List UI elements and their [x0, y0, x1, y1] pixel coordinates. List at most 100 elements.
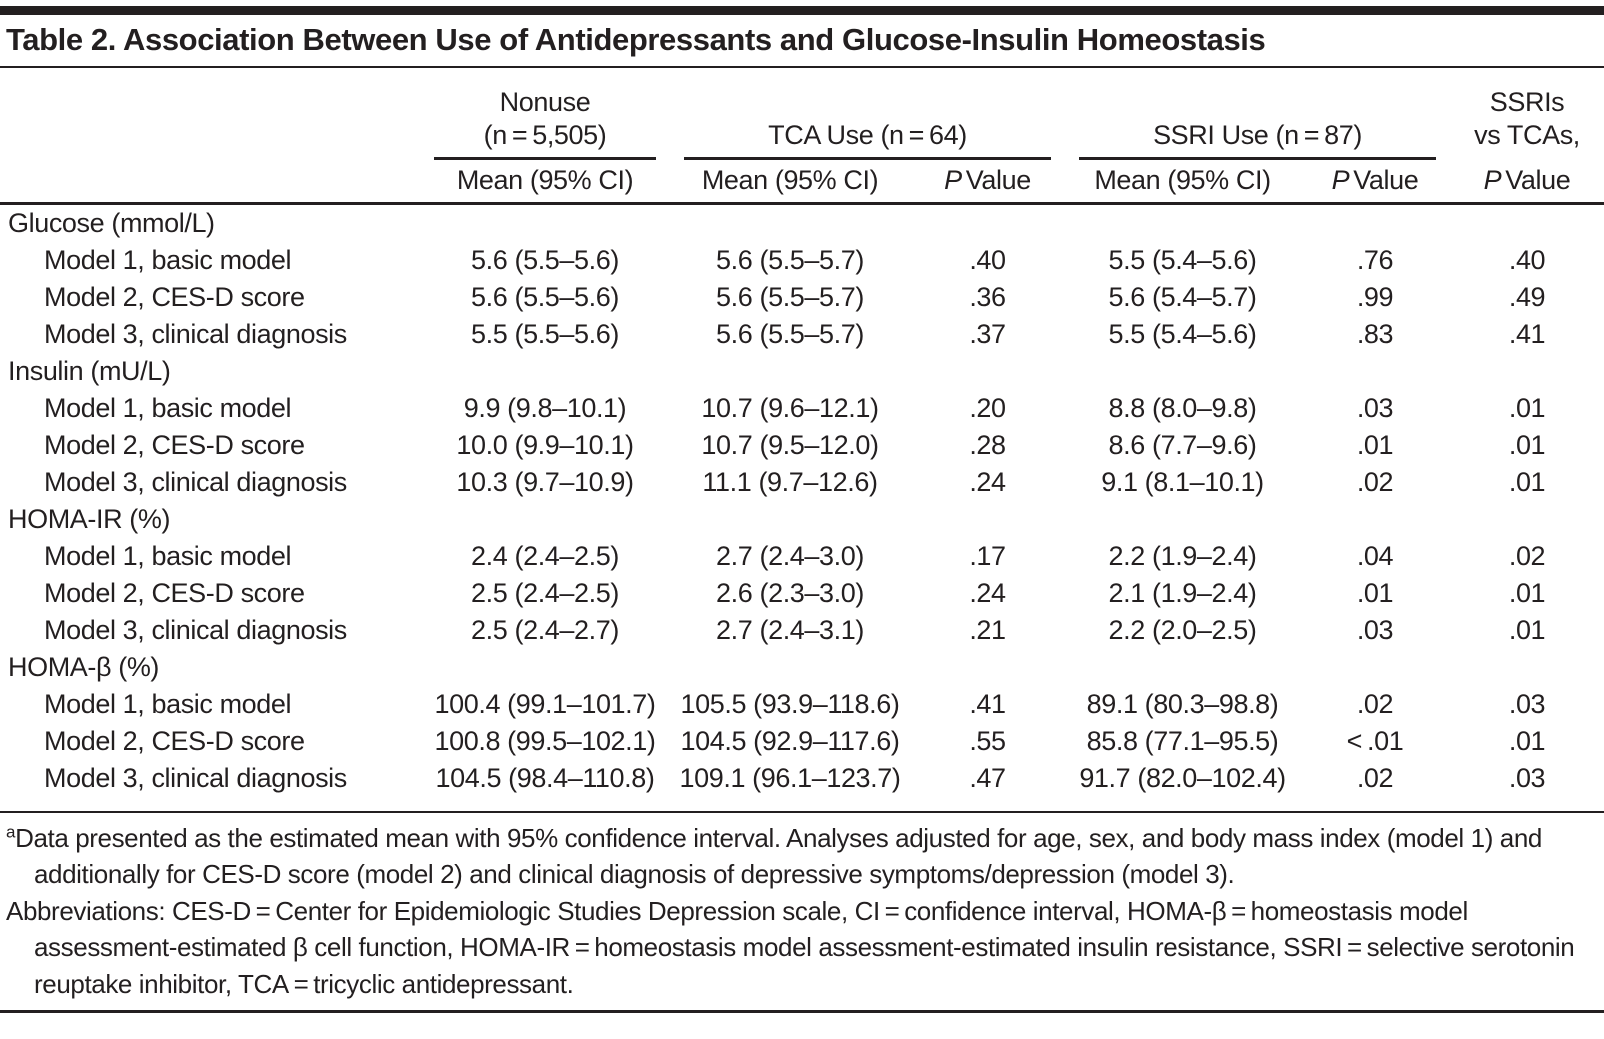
footnote-data-note: aData presented as the estimated mean wi…	[6, 820, 1596, 893]
nonuse-mean-cell: 2.5 (2.4–2.7)	[471, 614, 619, 645]
p-italic: P	[1331, 165, 1350, 196]
section-row: Insulin (mU/L)	[0, 353, 1604, 390]
tca-p-cell: .47	[910, 759, 1065, 813]
tca-mean-cell: 11.1 (9.7–12.6)	[702, 466, 878, 497]
nonuse-mean-cell: 5.5 (5.5–5.6)	[471, 318, 619, 349]
value-word: Value	[965, 165, 1031, 196]
ssri-p-cell: .76	[1356, 244, 1394, 275]
group-header-row: Nonuse (n = 5,505) TCA Use (n = 64) SSRI…	[0, 68, 1604, 160]
ssri-mean-cell: 8.6 (7.7–9.6)	[1108, 429, 1257, 460]
tca-p-cell: .20	[969, 392, 1006, 423]
tca-p-cell: .41	[969, 688, 1006, 719]
ssri-vs-tca-p-cell: .01	[1508, 466, 1546, 497]
ssri-p-cell: .03	[1356, 614, 1394, 645]
section-label: Insulin (mU/L)	[8, 355, 171, 386]
tca-mean-cell: 2.7 (2.4–3.1)	[716, 614, 864, 645]
tca-p-cell: .21	[969, 614, 1006, 645]
ssri-p-cell: .02	[1300, 759, 1451, 813]
tca-mean-cell: 10.7 (9.6–12.1)	[701, 392, 879, 423]
ssri-mean-cell: 89.1 (80.3–98.8)	[1086, 688, 1279, 719]
tca-mean-cell: 104.5 (92.9–117.6)	[680, 725, 900, 756]
nonuse-mean-cell: 10.0 (9.9–10.1)	[456, 429, 634, 460]
section-label: Glucose (mmol/L)	[8, 207, 215, 238]
row-label-cell: Model 1, basic model	[44, 244, 292, 275]
table-row: Model 2, CES-D score 2.5 (2.4–2.5) 2.6 (2.…	[0, 575, 1604, 612]
ssri-mean-cell: 85.8 (77.1–95.5)	[1086, 725, 1279, 756]
nonuse-group-header: Nonuse (n = 5,505)	[420, 68, 670, 160]
table-row: Model 3, clinical diagnosis 2.5 (2.4–2.7)…	[0, 612, 1604, 649]
row-label-cell: Model 2, CES-D score	[44, 429, 305, 460]
tca-p-cell: .55	[969, 725, 1006, 756]
table-row: Model 3, clinical diagnosis 10.3 (9.7–10.…	[0, 464, 1604, 501]
ssri-p-cell: .83	[1356, 318, 1394, 349]
nonuse-mean-cell: 9.9 (9.8–10.1)	[463, 392, 627, 423]
ssri-mean-cell: 91.7 (82.0–102.4)	[1065, 759, 1300, 813]
footnote-marker: a	[6, 821, 16, 841]
tca-mean-cell: 2.6 (2.3–3.0)	[716, 577, 864, 608]
ssri-p-cell: .01	[1356, 429, 1394, 460]
section-row: Glucose (mmol/L)	[0, 203, 1604, 242]
footnote-abbreviations: Abbreviations: CES-D = Center for Epidem…	[6, 893, 1596, 1003]
ssri-mean-cell: 2.1 (1.9–2.4)	[1108, 577, 1257, 608]
tca-pvalue-header: P Value	[910, 159, 1065, 205]
ssri-vs-tca-p-cell: .01	[1508, 614, 1546, 645]
ssri-vs-tca-line1: SSRIs	[1489, 86, 1565, 117]
table-row: Model 1, basic model 5.6 (5.5–5.6) 5.6 (5.…	[0, 242, 1604, 279]
footnote-abbreviations-text: Abbreviations: CES-D = Center for Epidem…	[6, 895, 1575, 999]
nonuse-mean-cell: 2.4 (2.4–2.5)	[471, 540, 619, 571]
ssri-vs-tca-p-cell: .01	[1508, 429, 1546, 460]
ssri-vs-tca-p-cell: .03	[1450, 759, 1604, 813]
nonuse-mean-cell: 10.3 (9.7–10.9)	[456, 466, 634, 497]
row-label-cell: Model 2, CES-D score	[44, 281, 305, 312]
value-word: Value	[1353, 165, 1419, 196]
tca-p-cell: .40	[969, 244, 1006, 275]
tca-mean-cell: 109.1 (96.1–123.7)	[670, 759, 910, 813]
ssri-p-cell: .02	[1356, 688, 1394, 719]
table-row: Model 2, CES-D score 100.8 (99.5–102.1) 10…	[0, 723, 1604, 760]
footnote-data-note-text: Data presented as the estimated mean wit…	[15, 822, 1542, 890]
tca-p-cell: .36	[969, 281, 1006, 312]
tca-mean-ci-header: Mean (95% CI)	[670, 159, 910, 205]
ssri-vs-tca-p-cell: .40	[1508, 244, 1546, 275]
ssri-mean-cell: 5.5 (5.4–5.6)	[1108, 318, 1257, 349]
row-label-cell: Model 3, clinical diagnosis	[44, 614, 347, 645]
ssri-mean-cell: 9.1 (8.1–10.1)	[1101, 466, 1264, 497]
ssri-vs-tca-p-cell: .01	[1508, 577, 1546, 608]
top-rule-bar	[0, 6, 1604, 15]
table-header: Nonuse (n = 5,505) TCA Use (n = 64) SSRI…	[0, 68, 1604, 205]
spacer-cell	[0, 68, 420, 160]
section-row: HOMA-β (%)	[0, 649, 1604, 686]
row-label-cell: Model 2, CES-D score	[44, 577, 305, 608]
data-table: Nonuse (n = 5,505) TCA Use (n = 64) SSRI…	[0, 68, 1604, 813]
tca-label: TCA Use (n = 64)	[768, 119, 967, 150]
nonuse-mean-cell: 104.5 (98.4–110.8)	[420, 759, 670, 813]
subheader-row: Mean (95% CI) Mean (95% CI) P Value Mean …	[0, 159, 1604, 205]
tca-p-cell: .24	[969, 577, 1006, 608]
value-word: Value	[1505, 165, 1571, 196]
row-label-cell: Model 2, CES-D score	[44, 725, 305, 756]
table-row: Model 2, CES-D score 10.0 (9.9–10.1) 10.7 …	[0, 427, 1604, 464]
nonuse-mean-cell: 5.6 (5.5–5.6)	[471, 281, 619, 312]
ssri-vs-tca-p-cell: .41	[1508, 318, 1546, 349]
row-label-cell: Model 1, basic model	[44, 688, 292, 719]
spacer-cell	[0, 159, 420, 205]
section-label: HOMA-IR (%)	[8, 503, 171, 534]
ssri-vs-tca-p-cell: .49	[1508, 281, 1546, 312]
p-italic: P	[944, 165, 962, 196]
nonuse-mean-cell: 100.8 (99.5–102.1)	[434, 725, 656, 756]
ssri-mean-cell: 5.6 (5.4–5.7)	[1108, 281, 1257, 312]
row-label-cell: Model 3, clinical diagnosis	[0, 759, 420, 813]
p-italic: P	[1483, 165, 1502, 196]
ssri-mean-cell: 2.2 (1.9–2.4)	[1108, 540, 1257, 571]
tca-mean-cell: 5.6 (5.5–5.7)	[716, 318, 864, 349]
ssri-p-cell: .03	[1356, 392, 1394, 423]
bottom-rule	[0, 1010, 1604, 1014]
ssri-p-cell: .99	[1356, 281, 1394, 312]
table-title: Table 2. Association Between Use of Anti…	[6, 22, 1266, 57]
nonuse-label: Nonuse	[499, 86, 591, 117]
ssri-p-cell: < .01	[1346, 725, 1404, 756]
ssri-vs-tca-p-cell: .02	[1508, 540, 1546, 571]
table-row: Model 1, basic model 9.9 (9.8–10.1) 10.7 (…	[0, 390, 1604, 427]
ssri-mean-ci-header: Mean (95% CI)	[1065, 159, 1300, 205]
